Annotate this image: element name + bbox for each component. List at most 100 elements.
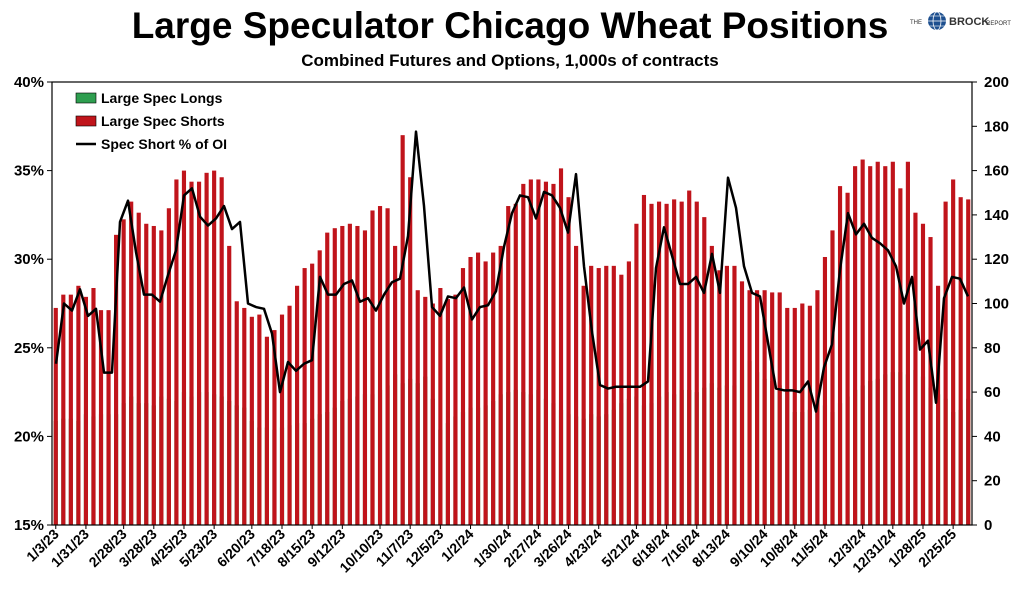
shorts-bar	[227, 245, 232, 525]
right-tick-label: 60	[984, 384, 1001, 401]
shorts-bar	[181, 170, 187, 525]
shorts-bar	[475, 252, 481, 525]
shorts-bar	[837, 186, 843, 526]
shorts-bar	[129, 201, 134, 526]
shorts-bar	[928, 237, 933, 526]
left-tick-label: 35%	[14, 163, 44, 180]
shorts-bar	[558, 168, 564, 525]
shorts-bar	[393, 245, 398, 525]
shorts-bar	[430, 303, 435, 525]
left-tick-label: 20%	[14, 428, 44, 445]
shorts-bar	[528, 179, 533, 525]
shorts-bar	[159, 230, 164, 525]
shorts-bar	[581, 285, 586, 525]
shorts-bar	[566, 197, 571, 525]
shorts-bar	[868, 166, 873, 526]
shorts-bar	[325, 232, 330, 525]
left-tick-label: 25%	[14, 340, 44, 357]
shorts-bar	[717, 270, 722, 525]
shorts-bar	[679, 201, 684, 526]
legend-label-longs: Large Spec Longs	[101, 90, 223, 106]
shorts-bar	[279, 314, 285, 525]
shorts-bar	[385, 208, 390, 525]
logo-suffix: REPORT	[986, 21, 1011, 27]
shorts-bar	[445, 299, 450, 525]
shorts-bar	[370, 210, 375, 525]
shorts-bar	[890, 161, 895, 526]
short-pct-line	[54, 130, 970, 413]
right-tick-label: 20	[984, 473, 1001, 490]
brock-report-logo: THE BROCK REPORT	[910, 11, 1011, 31]
shorts-bar	[219, 177, 224, 525]
chart-title: Large Speculator Chicago Wheat Positions	[132, 5, 889, 46]
shorts-bar	[415, 290, 420, 525]
shorts-bar	[853, 166, 858, 526]
shorts-bar	[898, 188, 903, 525]
shorts-bar	[408, 177, 413, 525]
shorts-bar	[649, 203, 654, 525]
right-tick-label: 40	[984, 428, 1001, 445]
shorts-bar	[212, 170, 217, 525]
shorts-bar	[920, 223, 926, 525]
shorts-bar	[845, 192, 850, 525]
shorts-bar	[951, 179, 956, 525]
shorts-bar	[966, 199, 971, 525]
right-tick-label: 0	[984, 517, 992, 534]
short-pct-line-layer	[54, 130, 970, 413]
shorts-bar	[687, 190, 692, 526]
shorts-bar	[747, 290, 752, 525]
shorts-bar	[362, 230, 368, 525]
shorts-bar	[498, 245, 503, 525]
shorts-bar	[196, 181, 202, 525]
shorts-bar	[347, 223, 352, 525]
shorts-bar	[114, 234, 119, 525]
shorts-bar	[785, 307, 790, 525]
shorts-bar	[762, 290, 767, 525]
shorts-bar	[242, 307, 247, 525]
shorts-bar	[76, 285, 81, 525]
shorts-bar	[249, 316, 254, 525]
shorts-bar	[468, 256, 473, 525]
shorts-bar	[807, 305, 812, 525]
shorts-bar	[641, 194, 647, 525]
shorts-bar	[98, 310, 104, 525]
globe-icon	[928, 11, 946, 31]
shorts-bar	[302, 268, 307, 525]
logo-prefix: THE	[910, 20, 922, 26]
shorts-bar	[506, 206, 511, 526]
shorts-bar	[136, 212, 141, 525]
shorts-bar	[551, 183, 556, 525]
legend-swatch-longs	[75, 92, 97, 104]
shorts-bar	[935, 285, 941, 525]
shorts-bar	[574, 245, 579, 525]
shorts-bar	[521, 183, 526, 525]
shorts-bar	[121, 219, 126, 525]
shorts-bar	[68, 294, 73, 525]
shorts-bar	[264, 336, 269, 525]
shorts-bar	[204, 172, 209, 525]
shorts-bar	[166, 208, 171, 525]
right-tick-label: 180	[984, 118, 1009, 135]
shorts-bar	[943, 201, 948, 526]
chart-subtitle: Combined Futures and Options, 1,000s of …	[301, 51, 719, 70]
shorts-bar	[91, 288, 96, 525]
shorts-bar	[174, 179, 179, 525]
shorts-bar	[860, 159, 865, 525]
shorts-bar	[694, 201, 699, 526]
shorts-bar	[626, 261, 631, 525]
shorts-bar	[287, 305, 292, 525]
shorts-bar	[830, 230, 835, 525]
legend-swatch-shorts	[75, 115, 97, 127]
shorts-bar	[543, 181, 549, 525]
legend-label-shorts: Large Spec Shorts	[101, 113, 225, 129]
shorts-bar	[755, 290, 760, 525]
shorts-bar	[724, 265, 729, 525]
left-tick-label: 15%	[14, 517, 44, 534]
shorts-bar	[739, 281, 745, 525]
shorts-bar	[144, 223, 149, 525]
right-tick-label: 140	[984, 207, 1009, 224]
shorts-bar	[317, 250, 322, 525]
shorts-bar	[400, 135, 405, 525]
